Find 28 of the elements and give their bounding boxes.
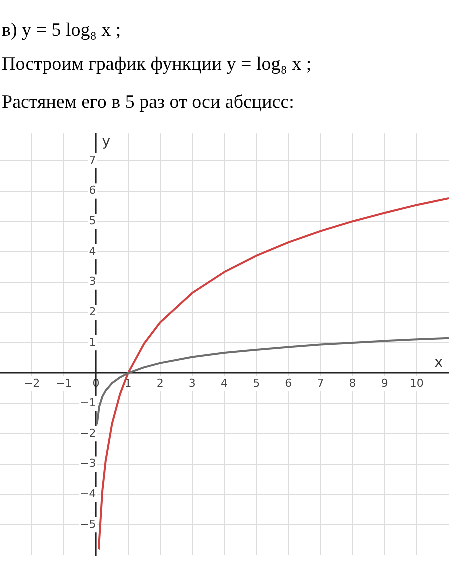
x-tick-label: 7 — [317, 376, 324, 390]
y-tick-label: 1 — [89, 336, 96, 349]
y-tick-label: 2 — [89, 305, 96, 318]
y-tick-label: −2 — [80, 426, 96, 440]
y-tick-label: 4 — [89, 244, 96, 258]
x-tick-label: 6 — [285, 376, 292, 390]
y-tick-label: −3 — [80, 457, 96, 470]
x-tick-label: 9 — [381, 376, 388, 390]
x-tick-label: 2 — [156, 376, 164, 390]
x-axis-title: x — [434, 354, 443, 371]
y-tick-label: 6 — [89, 184, 96, 198]
x-tick-label: 5 — [253, 376, 260, 390]
x-tick-label: −1 — [56, 376, 72, 390]
text: Растянем его в 5 раз от оси абсцисс: — [2, 92, 296, 115]
x-tick-label: 8 — [349, 376, 356, 390]
y-tick-label: −1 — [80, 396, 96, 410]
chart-title: в) y = 5 log₈ x ; — [2, 19, 122, 43]
chart-subtitle: Построим график функции y = log₈ x ; — [2, 54, 313, 77]
y-tick-label: −5 — [80, 518, 96, 531]
y-tick-label: 5 — [89, 214, 96, 228]
x-tick-label: 3 — [188, 376, 196, 390]
x-tick-label: 10 — [410, 376, 424, 390]
y-tick-label: 7 — [89, 154, 96, 167]
x-tick-label: −2 — [24, 376, 40, 390]
y-axis-title: y — [102, 134, 111, 150]
y-tick-label: −4 — [80, 488, 96, 501]
x-tick-label: 4 — [221, 376, 228, 390]
y-tick-label: 3 — [89, 275, 96, 288]
